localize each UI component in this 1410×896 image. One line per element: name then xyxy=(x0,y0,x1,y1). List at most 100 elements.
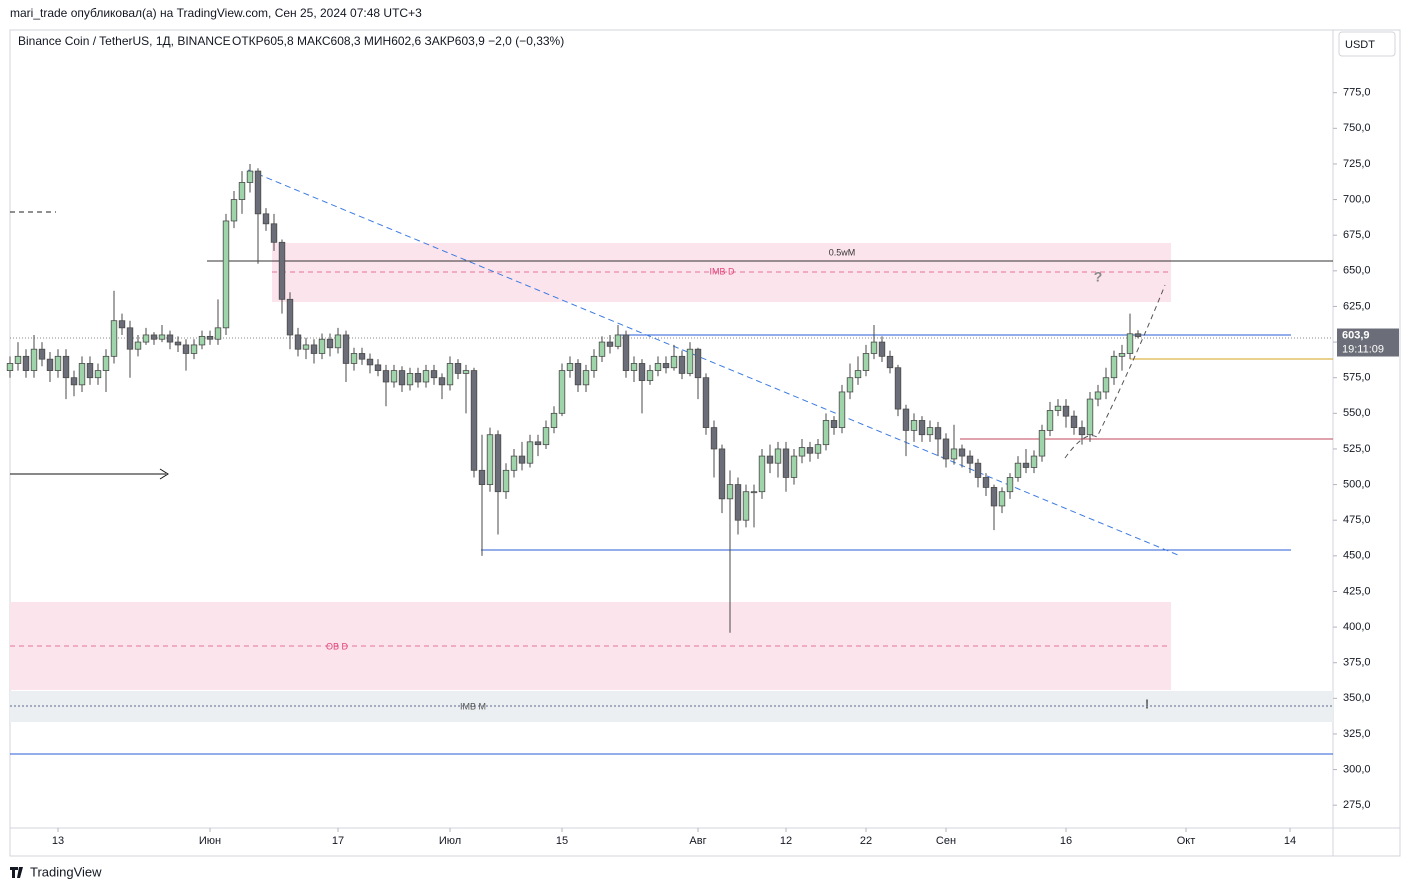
candle-body xyxy=(926,427,934,436)
x-tick-label: Июн xyxy=(199,835,221,847)
candle-body xyxy=(1086,398,1094,436)
y-tick-label: 675,0 xyxy=(1343,229,1371,241)
candle-body xyxy=(374,364,382,371)
candle-body xyxy=(702,377,710,428)
candle-body xyxy=(414,373,422,383)
candle-body xyxy=(1102,377,1110,393)
y-tick-label: 450,0 xyxy=(1343,550,1371,562)
candle-body xyxy=(814,444,822,454)
candle-body xyxy=(870,341,878,354)
candle-body xyxy=(446,363,454,386)
candle-body xyxy=(478,469,486,485)
candle-body xyxy=(158,334,166,340)
candle-body xyxy=(246,170,254,183)
candle-body xyxy=(22,355,30,371)
candle-body xyxy=(830,420,838,428)
candle-body xyxy=(150,334,158,340)
question-mark: ? xyxy=(1094,269,1103,285)
candle-body xyxy=(54,355,62,371)
candle-body xyxy=(302,344,310,350)
candle-body xyxy=(694,348,702,379)
candle-body xyxy=(494,434,502,493)
candle-body xyxy=(758,455,766,493)
candle-body xyxy=(86,363,94,379)
candle-body xyxy=(294,334,302,350)
symbol-title: Binance Coin / TetherUS, 1Д, BINANCE xyxy=(18,34,231,48)
candle-body xyxy=(622,334,630,371)
x-tick-label: Окт xyxy=(1177,835,1196,847)
candle-body xyxy=(470,370,478,471)
publisher: mari_trade опубликовал(а) на TradingView… xyxy=(10,6,422,20)
candle-body xyxy=(1126,333,1134,354)
candle-body xyxy=(1038,430,1046,457)
candle-body xyxy=(1070,415,1078,428)
candle-body xyxy=(854,370,862,379)
candle-body xyxy=(894,367,902,410)
candle-body xyxy=(366,358,374,366)
y-tick-label: 525,0 xyxy=(1343,443,1371,455)
candle-body xyxy=(358,353,366,360)
candle-body xyxy=(934,427,942,440)
candle-body xyxy=(582,370,590,386)
candle-body xyxy=(1094,391,1102,400)
currency-button[interactable] xyxy=(1338,31,1396,57)
logo xyxy=(10,867,23,878)
candle-body xyxy=(502,469,510,493)
candle-body xyxy=(1006,477,1014,493)
y-tick-label: 300,0 xyxy=(1343,763,1371,775)
candle-body xyxy=(1030,455,1038,468)
candle-body xyxy=(982,477,990,488)
y-tick-label: 350,0 xyxy=(1343,692,1371,704)
arrow-head xyxy=(159,468,169,480)
half-wm-label: 0.5wM xyxy=(829,247,856,257)
candle-body xyxy=(526,441,534,464)
candle-body xyxy=(278,241,286,300)
x-tick-label: 13 xyxy=(52,835,64,847)
imb-m-label: IMB M xyxy=(460,701,486,711)
candle-body xyxy=(166,334,174,343)
y-tick-label: 400,0 xyxy=(1343,621,1371,633)
candle-body xyxy=(198,335,206,346)
candle-body xyxy=(766,455,774,464)
candle-body xyxy=(790,455,798,478)
candle-body xyxy=(270,223,278,243)
candle-body xyxy=(646,370,654,381)
currency-label[interactable]: USDT xyxy=(1345,39,1375,51)
candle-body xyxy=(254,170,262,215)
candle-body xyxy=(742,491,750,521)
candle-body xyxy=(782,448,790,478)
y-tick-label: 425,0 xyxy=(1343,585,1371,597)
candle-body xyxy=(670,355,678,369)
candle-body xyxy=(678,355,686,374)
y-tick-label: 375,0 xyxy=(1343,657,1371,669)
candle-body xyxy=(342,334,350,364)
candle-body xyxy=(382,370,390,383)
last-price-box xyxy=(1337,328,1399,357)
candle-body xyxy=(214,327,222,340)
candle-body xyxy=(662,363,670,369)
candle-body xyxy=(654,363,662,371)
candle-body xyxy=(950,448,958,460)
candle-body xyxy=(454,363,462,374)
candle-body xyxy=(774,448,782,464)
x-tick-label: 14 xyxy=(1284,835,1296,847)
y-tick-label: 475,0 xyxy=(1343,514,1371,526)
candle-body xyxy=(206,335,214,340)
candle-body xyxy=(1118,353,1126,357)
candle-body xyxy=(110,320,118,357)
candle-body xyxy=(1046,410,1054,431)
candle-body xyxy=(878,341,886,357)
candle-body xyxy=(606,341,614,347)
candle-body xyxy=(310,344,318,354)
candle-body xyxy=(1062,405,1070,417)
candle-body xyxy=(1078,427,1086,436)
x-tick-label: Авг xyxy=(689,835,706,847)
y-tick-label: 650,0 xyxy=(1343,265,1371,277)
candle-body xyxy=(6,363,14,371)
exclaim-mark: ! xyxy=(1145,696,1149,711)
candle-body xyxy=(910,420,918,431)
candle-body xyxy=(638,363,646,381)
ob-d-label: OB D xyxy=(326,641,349,651)
candle-body xyxy=(286,298,294,336)
